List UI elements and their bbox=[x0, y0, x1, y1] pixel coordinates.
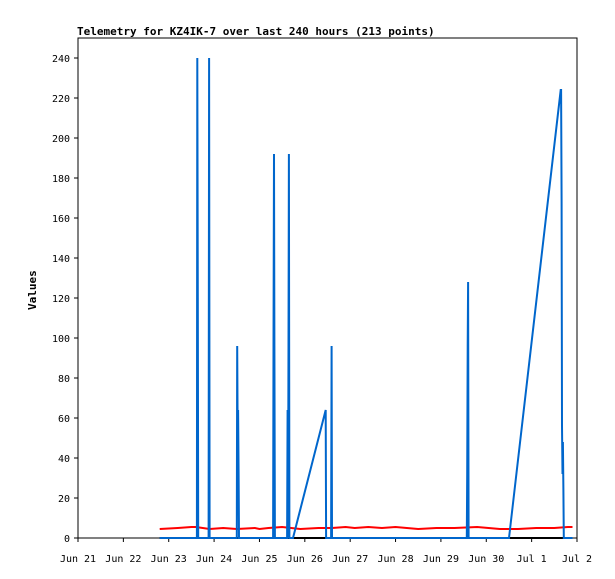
plot-frame bbox=[77, 37, 578, 539]
y-tick-label: 200 bbox=[52, 134, 70, 145]
x-tick-label: Jun 27 bbox=[332, 554, 368, 565]
x-tick-label: Jun 22 bbox=[105, 554, 141, 565]
series-line-2 bbox=[159, 57, 573, 539]
y-tick-label: 120 bbox=[52, 294, 70, 305]
y-tick-label: 60 bbox=[58, 414, 70, 425]
y-tick-label: 160 bbox=[52, 214, 70, 225]
x-tick-label: Jun 30 bbox=[468, 554, 504, 565]
y-tick-label: 140 bbox=[52, 254, 70, 265]
y-tick-label: 240 bbox=[52, 54, 70, 65]
series-line-0 bbox=[159, 525, 573, 531]
x-tick-label: Jun 23 bbox=[151, 554, 187, 565]
x-tick-label: Jun 25 bbox=[241, 554, 277, 565]
x-tick-label: Jun 29 bbox=[423, 554, 459, 565]
x-tick-label: Jun 21 bbox=[60, 554, 96, 565]
y-tick-label: 40 bbox=[58, 454, 70, 465]
y-axis: 0 20 40 60 80 100 120 140 160 180 200 220 240 bbox=[52, 54, 78, 545]
y-tick-label: 80 bbox=[58, 374, 70, 385]
x-tick-label: Jul 1 bbox=[517, 554, 547, 565]
y-tick-label: 100 bbox=[52, 334, 70, 345]
x-axis: Jun 21 Jun 22 Jun 23 Jun 24 Jun 25 Jun 26 Jun … bbox=[60, 538, 592, 565]
x-tick-label: Jun 24 bbox=[196, 554, 232, 565]
y-axis-label: Values bbox=[26, 270, 39, 310]
chart-title: Telemetry for KZ4IK-7 over last 240 hour… bbox=[77, 25, 435, 38]
y-tick-label: 220 bbox=[52, 94, 70, 105]
series-layer bbox=[159, 57, 573, 539]
x-tick-label: Jul 2 bbox=[562, 554, 592, 565]
y-tick-label: 20 bbox=[58, 494, 70, 505]
x-tick-label: Jun 26 bbox=[287, 554, 323, 565]
y-tick-label: 180 bbox=[52, 174, 70, 185]
x-tick-label: Jun 28 bbox=[377, 554, 413, 565]
y-tick-label: 0 bbox=[64, 534, 70, 545]
